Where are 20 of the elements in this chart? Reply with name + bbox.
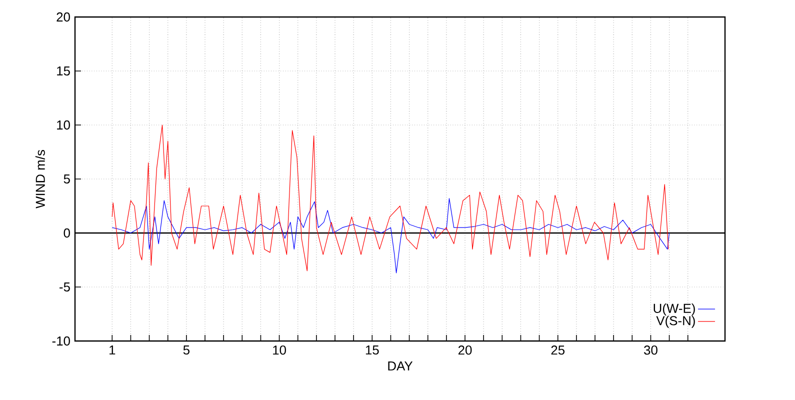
y-tick-label: 20 (56, 12, 70, 22)
line-series (112, 124, 669, 272)
x-axis-title: DAY (388, 362, 413, 370)
x-tick-label: 20 (458, 346, 472, 355)
x-tick-label: 25 (551, 346, 565, 355)
x-tick-label: 15 (366, 346, 379, 355)
y-axis-title: WIND m/s (35, 150, 45, 208)
legend-label: V(S-N) (656, 316, 695, 328)
line-series (112, 198, 670, 274)
x-tick-label: 1 (110, 346, 116, 354)
y-tick-label: 15 (57, 66, 70, 76)
x-tick-label: 10 (273, 346, 286, 355)
legend-label: U(W-E) (654, 303, 695, 316)
x-tick-label: 30 (644, 346, 658, 355)
x-tick-label: 5 (183, 346, 190, 355)
y-tick-label: 10 (57, 120, 70, 130)
y-tick-label: 0 (64, 228, 70, 238)
y-tick-label: -5 (60, 282, 70, 292)
y-tick-label: 5 (64, 174, 70, 184)
y-tick-label: -10 (52, 336, 70, 346)
